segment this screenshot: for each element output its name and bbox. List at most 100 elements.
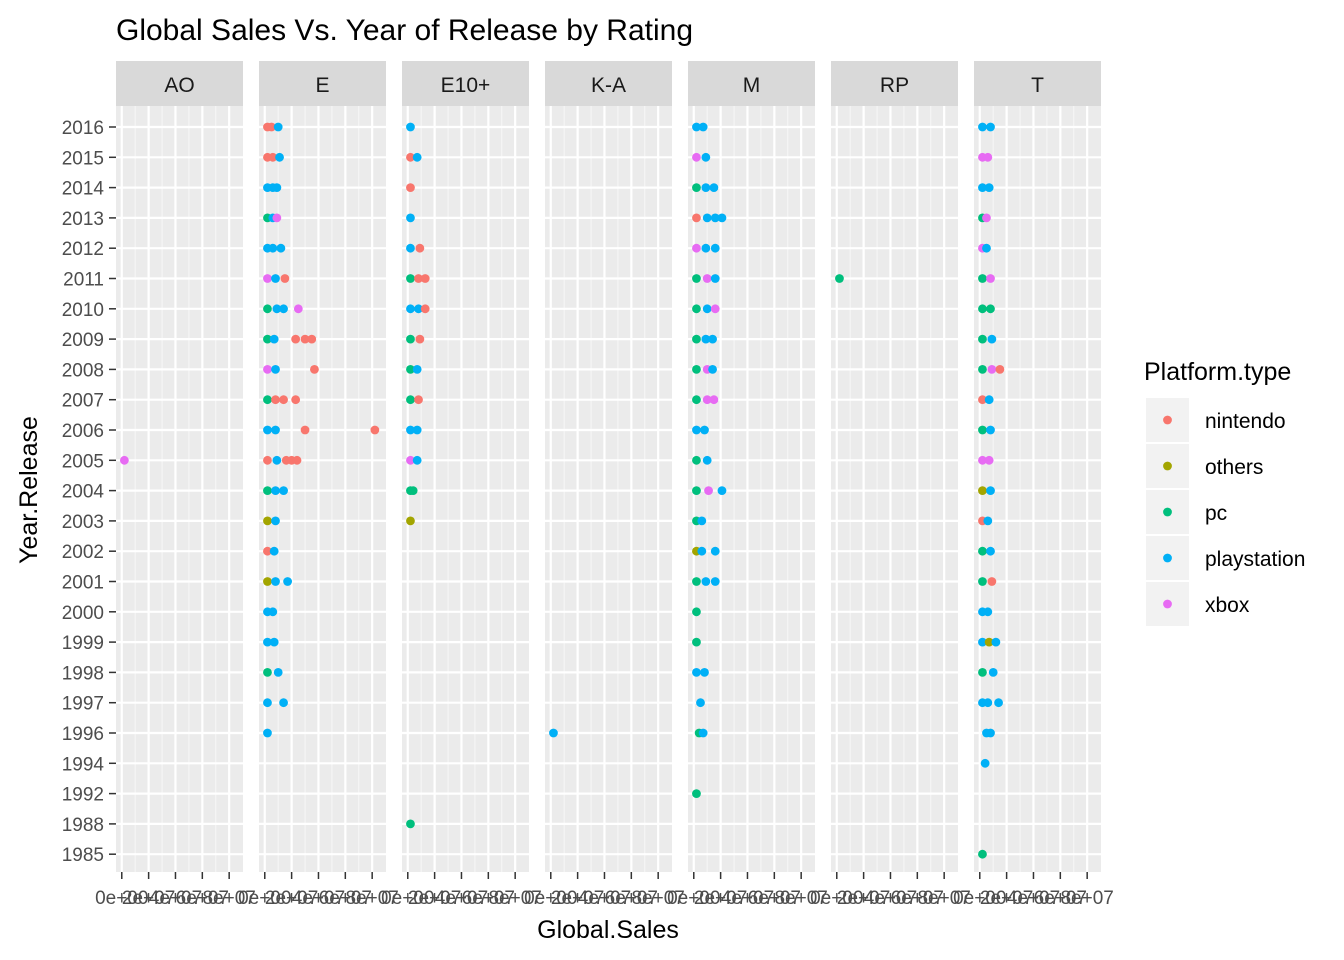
data-point: [702, 274, 712, 283]
x-tick-label: 0e+00: [953, 888, 1006, 909]
data-point: [271, 486, 280, 495]
data-point: [268, 607, 278, 617]
y-tick-label: 2002: [62, 542, 104, 563]
data-point: [267, 122, 276, 132]
data-point: [283, 577, 292, 586]
data-point: [406, 516, 415, 526]
data-point: [263, 334, 272, 344]
y-tick-label: 2012: [62, 239, 104, 260]
data-point: [709, 183, 719, 193]
data-point: [406, 334, 415, 344]
x-tick-label: 0e+00: [524, 888, 577, 909]
data-point: [692, 425, 701, 435]
data-point: [994, 698, 1003, 708]
data-point: [986, 274, 995, 283]
legend-label: xbox: [1205, 594, 1250, 617]
y-tick-label: 2010: [62, 300, 104, 321]
x-tick-label: 2e+07: [551, 888, 604, 909]
data-point: [988, 668, 998, 677]
data-point: [272, 455, 282, 465]
data-point: [310, 365, 319, 374]
x-tick-label: 8e+07: [488, 888, 541, 909]
data-point: [263, 546, 272, 556]
data-point: [263, 728, 272, 738]
data-point: [692, 395, 701, 405]
legend-label: pc: [1205, 502, 1227, 525]
data-point: [704, 486, 713, 495]
data-point: [978, 365, 987, 374]
facet-strip: [688, 61, 815, 106]
data-point: [275, 152, 284, 162]
data-point: [982, 213, 991, 223]
data-point: [279, 698, 288, 708]
y-tick-label: 2013: [62, 209, 104, 230]
data-point: [984, 455, 994, 465]
data-point: [271, 395, 280, 405]
data-point: [292, 455, 302, 465]
y-tick-label: 2000: [62, 603, 104, 624]
data-point: [983, 152, 993, 162]
y-tick-label: 1998: [62, 663, 104, 684]
data-point: [984, 637, 994, 647]
data-point: [710, 243, 720, 253]
data-point: [702, 455, 712, 465]
data-point: [406, 819, 415, 829]
data-point: [406, 455, 415, 465]
data-point: [414, 395, 423, 405]
x-tick-label: 8e+07: [202, 888, 255, 909]
facet-panel: K-A: [545, 61, 672, 872]
data-point: [406, 122, 415, 132]
data-point: [692, 334, 701, 344]
data-point: [263, 274, 272, 283]
data-point: [263, 365, 272, 374]
data-point: [272, 183, 282, 193]
data-point: [119, 455, 129, 465]
x-tick-label: 8e+07: [345, 888, 398, 909]
data-point: [701, 334, 711, 344]
legend-key-point: [1163, 415, 1172, 425]
x-tick-label: 0e+00: [238, 888, 291, 909]
legend-key-point: [1163, 507, 1172, 517]
facet-panel: E: [259, 61, 386, 872]
data-point: [710, 546, 720, 556]
data-point: [415, 334, 425, 344]
facet-strip: [116, 61, 243, 106]
data-point: [269, 546, 279, 556]
legend-label: nintendo: [1205, 410, 1286, 433]
data-point: [269, 637, 279, 647]
data-point: [995, 365, 1005, 374]
panel-background: [974, 106, 1101, 872]
x-tick-label: 2e+07: [408, 888, 461, 909]
data-point: [370, 425, 380, 435]
x-tick-label: 4e+07: [149, 888, 202, 909]
data-point: [698, 122, 708, 132]
data-point: [307, 334, 317, 344]
x-tick-label: 8e+07: [917, 888, 970, 909]
data-point: [406, 152, 415, 162]
data-point: [700, 425, 709, 435]
data-point: [980, 758, 990, 768]
data-point: [987, 365, 997, 374]
x-tick-label: 8e+07: [774, 888, 827, 909]
data-point: [702, 213, 712, 223]
data-point: [268, 152, 278, 162]
data-point: [279, 395, 288, 405]
data-point: [412, 152, 422, 162]
data-point: [692, 637, 701, 647]
data-point: [268, 243, 278, 253]
data-point: [408, 486, 418, 495]
x-tick-label: 2e+07: [122, 888, 175, 909]
x-tick-label: 0e+00: [95, 888, 148, 909]
data-point: [978, 455, 987, 465]
data-point: [263, 395, 272, 405]
data-point: [412, 455, 422, 465]
data-point: [414, 304, 423, 314]
data-point: [406, 213, 415, 223]
legend-label: playstation: [1205, 548, 1305, 571]
data-point: [263, 668, 272, 677]
data-point: [291, 334, 301, 344]
x-tick-label: 4e+07: [435, 888, 488, 909]
facet-strip: [545, 61, 672, 106]
data-point: [717, 213, 727, 223]
